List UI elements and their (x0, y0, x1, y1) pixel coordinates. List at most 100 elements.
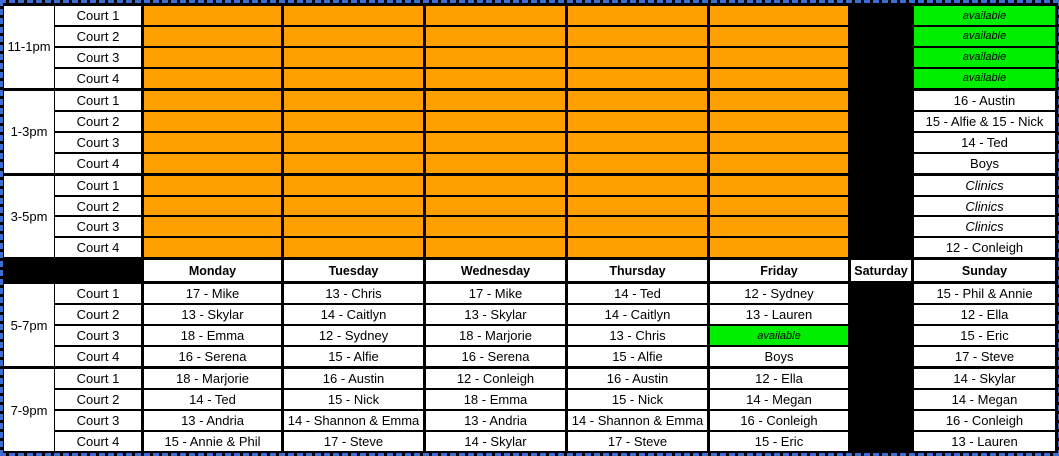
reserved-cell[interactable] (565, 172, 710, 197)
reserved-cell[interactable] (141, 25, 284, 48)
available-cell[interactable]: available (911, 66, 1058, 91)
closed-cell[interactable] (848, 215, 914, 239)
reserved-cell[interactable] (423, 87, 568, 112)
booking-cell[interactable]: 14 - Ted (911, 130, 1058, 154)
reserved-cell[interactable] (423, 215, 568, 239)
reserved-cell[interactable] (565, 66, 710, 91)
closed-cell[interactable] (848, 151, 914, 176)
reserved-cell[interactable] (565, 236, 710, 260)
reserved-cell[interactable] (707, 172, 851, 197)
booking-cell[interactable]: 13 - Lauren (911, 429, 1058, 454)
closed-cell[interactable] (848, 45, 914, 69)
reserved-cell[interactable] (281, 45, 426, 69)
reserved-cell[interactable] (281, 215, 426, 239)
time-slot-label[interactable]: 3-5pm (3, 172, 55, 260)
court-label[interactable]: Court 1 (54, 366, 143, 391)
reserved-cell[interactable] (281, 109, 426, 133)
booking-cell[interactable]: 14 - Skylar (911, 366, 1058, 391)
reserved-cell[interactable] (423, 66, 568, 91)
closed-cell[interactable] (848, 130, 914, 154)
reserved-cell[interactable] (423, 25, 568, 48)
court-label[interactable]: Court 3 (54, 409, 143, 432)
closed-cell[interactable] (848, 324, 914, 348)
booking-cell[interactable]: 18 - Marjorie (423, 324, 568, 348)
reserved-cell[interactable] (281, 66, 426, 91)
day-header-sunday[interactable]: Sunday (911, 257, 1058, 285)
booking-cell[interactable]: 13 - Andria (141, 409, 284, 432)
reserved-cell[interactable] (141, 236, 284, 260)
closed-cell[interactable] (848, 87, 914, 112)
booking-cell[interactable]: 14 - Ted (565, 281, 710, 306)
booking-cell[interactable]: 15 - Nick (281, 388, 426, 412)
booking-cell[interactable]: 15 - Phil & Annie (911, 281, 1058, 306)
closed-cell[interactable] (848, 194, 914, 218)
reserved-cell[interactable] (141, 194, 284, 218)
reserved-cell[interactable] (707, 25, 851, 48)
header-blackout-cell[interactable] (3, 257, 143, 285)
closed-cell[interactable] (848, 236, 914, 260)
reserved-cell[interactable] (281, 25, 426, 48)
booking-cell[interactable]: 12 - Conleigh (423, 366, 568, 391)
closed-cell[interactable] (848, 66, 914, 91)
reserved-cell[interactable] (141, 109, 284, 133)
booking-cell[interactable]: 16 - Austin (281, 366, 426, 391)
booking-cell[interactable]: 14 - Ted (141, 388, 284, 412)
booking-cell[interactable]: 13 - Chris (281, 281, 426, 306)
reserved-cell[interactable] (565, 3, 710, 27)
booking-cell[interactable]: 12 - Conleigh (911, 236, 1058, 260)
booking-cell[interactable]: 13 - Andria (423, 409, 568, 432)
reserved-cell[interactable] (281, 236, 426, 260)
court-label[interactable]: Court 2 (54, 25, 143, 48)
reserved-cell[interactable] (141, 130, 284, 154)
day-header-monday[interactable]: Monday (141, 257, 284, 285)
closed-cell[interactable] (848, 109, 914, 133)
reserved-cell[interactable] (423, 236, 568, 260)
day-header-friday[interactable]: Friday (707, 257, 851, 285)
time-slot-label[interactable]: 1-3pm (3, 87, 55, 176)
available-cell[interactable]: available (911, 25, 1058, 48)
reserved-cell[interactable] (423, 172, 568, 197)
booking-cell[interactable]: 17 - Steve (281, 429, 426, 454)
reserved-cell[interactable] (141, 215, 284, 239)
available-cell[interactable]: available (911, 45, 1058, 69)
booking-cell[interactable]: 17 - Mike (423, 281, 568, 306)
available-cell[interactable]: available (707, 324, 851, 348)
available-cell[interactable]: available (911, 3, 1058, 27)
court-label[interactable]: Court 4 (54, 345, 143, 369)
reserved-cell[interactable] (565, 151, 710, 176)
court-label[interactable]: Court 2 (54, 388, 143, 412)
day-header-thursday[interactable]: Thursday (565, 257, 710, 285)
booking-cell[interactable]: 14 - Shannon & Emma (565, 409, 710, 432)
court-label[interactable]: Court 3 (54, 130, 143, 154)
booking-cell[interactable]: 14 - Skylar (423, 429, 568, 454)
reserved-cell[interactable] (707, 3, 851, 27)
court-label[interactable]: Court 1 (54, 87, 143, 112)
booking-cell[interactable]: 18 - Marjorie (141, 366, 284, 391)
reserved-cell[interactable] (423, 45, 568, 69)
court-label[interactable]: Court 1 (54, 3, 143, 27)
booking-cell[interactable]: 14 - Caitlyn (565, 303, 710, 327)
booking-cell[interactable]: 12 - Ella (707, 366, 851, 391)
booking-cell[interactable]: 17 - Mike (141, 281, 284, 306)
reserved-cell[interactable] (141, 87, 284, 112)
reserved-cell[interactable] (707, 45, 851, 69)
booking-cell[interactable]: 15 - Eric (707, 429, 851, 454)
day-header-tuesday[interactable]: Tuesday (281, 257, 426, 285)
closed-cell[interactable] (848, 25, 914, 48)
reserved-cell[interactable] (281, 194, 426, 218)
closed-cell[interactable] (848, 303, 914, 327)
day-header-wednesday[interactable]: Wednesday (423, 257, 568, 285)
reserved-cell[interactable] (423, 130, 568, 154)
court-label[interactable]: Court 1 (54, 172, 143, 197)
court-label[interactable]: Court 4 (54, 66, 143, 91)
reserved-cell[interactable] (565, 109, 710, 133)
booking-cell[interactable]: 14 - Megan (911, 388, 1058, 412)
court-label[interactable]: Court 3 (54, 215, 143, 239)
reserved-cell[interactable] (707, 87, 851, 112)
booking-cell[interactable]: 15 - Nick (565, 388, 710, 412)
reserved-cell[interactable] (707, 236, 851, 260)
reserved-cell[interactable] (707, 215, 851, 239)
reserved-cell[interactable] (281, 151, 426, 176)
booking-cell[interactable]: 15 - Alfie & 15 - Nick (911, 109, 1058, 133)
booking-cell[interactable]: 12 - Sydney (281, 324, 426, 348)
